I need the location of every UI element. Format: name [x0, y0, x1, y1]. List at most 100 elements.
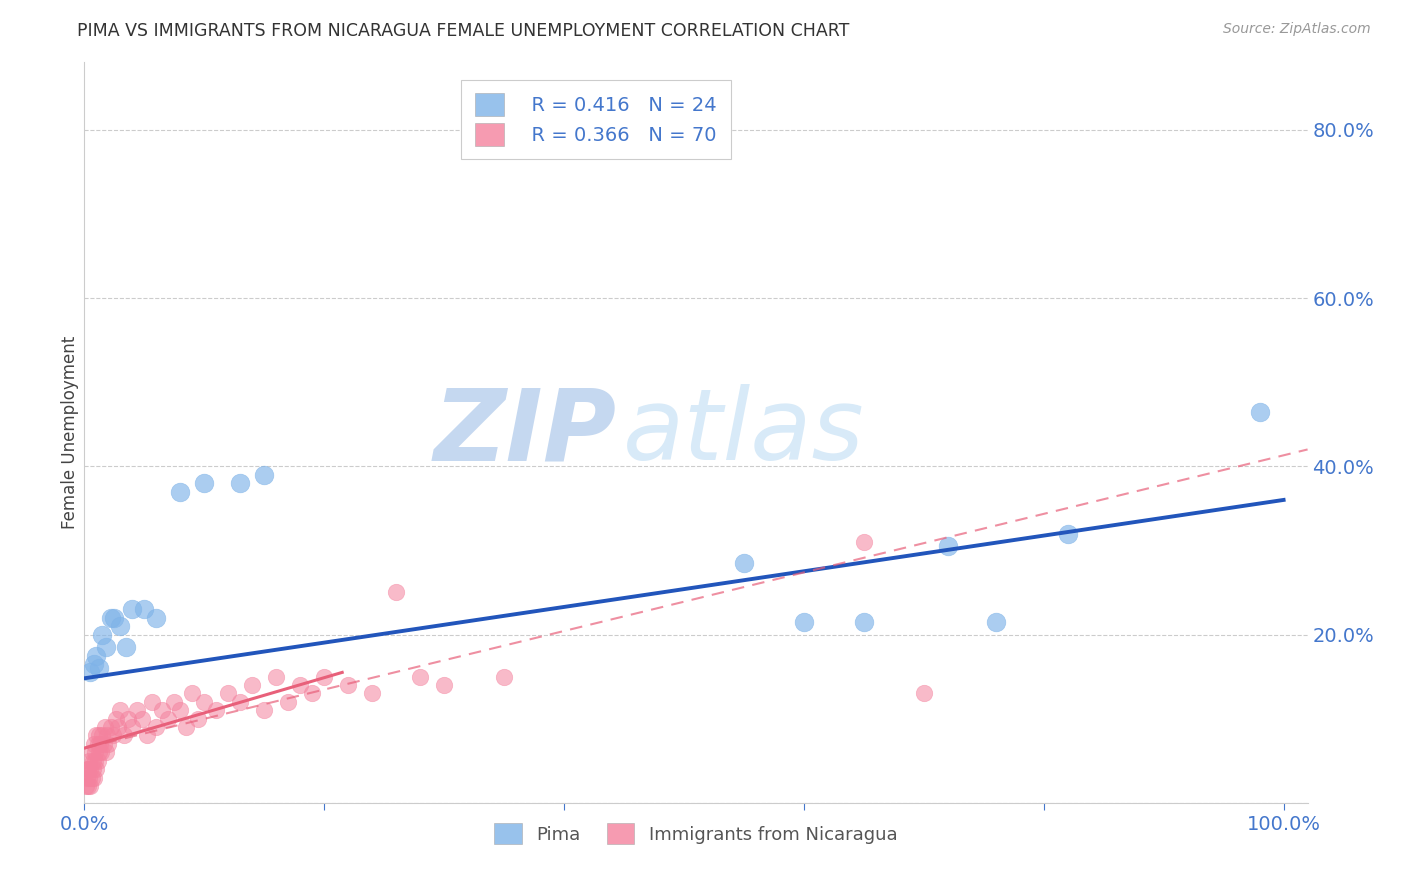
Point — [205, 703, 228, 717]
Point — [86, 729, 108, 743]
Point — [936, 539, 959, 553]
Point — [82, 754, 104, 768]
Point — [912, 686, 935, 700]
Point — [141, 695, 163, 709]
Point — [150, 703, 173, 717]
Point — [361, 686, 384, 700]
Point — [134, 602, 156, 616]
Point — [253, 703, 276, 717]
Point — [112, 729, 135, 743]
Point — [87, 729, 110, 743]
Point — [79, 762, 101, 776]
Point — [91, 627, 114, 641]
Point — [84, 754, 107, 768]
Point — [115, 640, 138, 655]
Point — [117, 712, 139, 726]
Point — [121, 720, 143, 734]
Point — [193, 476, 215, 491]
Point — [852, 615, 875, 629]
Point — [301, 686, 323, 700]
Point — [100, 720, 122, 734]
Point — [83, 657, 105, 671]
Point — [86, 648, 108, 663]
Point — [83, 771, 105, 785]
Point — [96, 729, 118, 743]
Point — [145, 610, 167, 624]
Legend: Pima, Immigrants from Nicaragua: Pima, Immigrants from Nicaragua — [482, 811, 910, 856]
Point — [90, 745, 112, 759]
Point — [385, 585, 408, 599]
Point — [104, 712, 127, 726]
Point — [187, 712, 209, 726]
Point — [110, 703, 132, 717]
Point — [83, 737, 105, 751]
Point — [80, 745, 103, 759]
Text: Source: ZipAtlas.com: Source: ZipAtlas.com — [1223, 22, 1371, 37]
Point — [264, 670, 287, 684]
Point — [290, 678, 312, 692]
Point — [163, 695, 186, 709]
Point — [87, 661, 110, 675]
Point — [127, 703, 149, 717]
Point — [145, 720, 167, 734]
Text: PIMA VS IMMIGRANTS FROM NICARAGUA FEMALE UNEMPLOYMENT CORRELATION CHART: PIMA VS IMMIGRANTS FROM NICARAGUA FEMALE… — [77, 22, 849, 40]
Point — [240, 678, 263, 692]
Point — [82, 762, 104, 776]
Point — [97, 737, 120, 751]
Point — [94, 745, 117, 759]
Point — [433, 678, 456, 692]
Point — [76, 762, 98, 776]
Point — [77, 762, 100, 776]
Point — [131, 712, 153, 726]
Point — [103, 610, 125, 624]
Point — [80, 771, 103, 785]
Point — [229, 695, 252, 709]
Point — [76, 771, 98, 785]
Point — [121, 602, 143, 616]
Point — [79, 665, 101, 680]
Point — [107, 720, 129, 734]
Point — [217, 686, 239, 700]
Point — [181, 686, 204, 700]
Text: atlas: atlas — [623, 384, 865, 481]
Point — [84, 745, 107, 759]
Point — [174, 720, 197, 734]
Point — [77, 779, 100, 793]
Point — [229, 476, 252, 491]
Point — [86, 762, 108, 776]
Point — [86, 737, 108, 751]
Point — [157, 712, 180, 726]
Point — [337, 678, 360, 692]
Point — [89, 737, 111, 751]
Point — [253, 467, 276, 482]
Point — [169, 484, 191, 499]
Point — [733, 556, 755, 570]
Point — [75, 779, 97, 793]
Point — [1249, 404, 1271, 418]
Point — [1056, 526, 1078, 541]
Point — [79, 779, 101, 793]
Text: ZIP: ZIP — [433, 384, 616, 481]
Point — [169, 703, 191, 717]
Y-axis label: Female Unemployment: Female Unemployment — [62, 336, 80, 529]
Point — [94, 640, 117, 655]
Point — [984, 615, 1007, 629]
Point — [86, 754, 108, 768]
Point — [101, 729, 124, 743]
Point — [135, 729, 157, 743]
Point — [852, 535, 875, 549]
Point — [494, 670, 516, 684]
Point — [193, 695, 215, 709]
Point — [93, 737, 115, 751]
Point — [77, 771, 100, 785]
Point — [93, 720, 115, 734]
Point — [793, 615, 815, 629]
Point — [314, 670, 336, 684]
Point — [87, 745, 110, 759]
Point — [110, 619, 132, 633]
Point — [77, 754, 100, 768]
Point — [409, 670, 432, 684]
Point — [100, 610, 122, 624]
Point — [277, 695, 299, 709]
Point — [91, 729, 114, 743]
